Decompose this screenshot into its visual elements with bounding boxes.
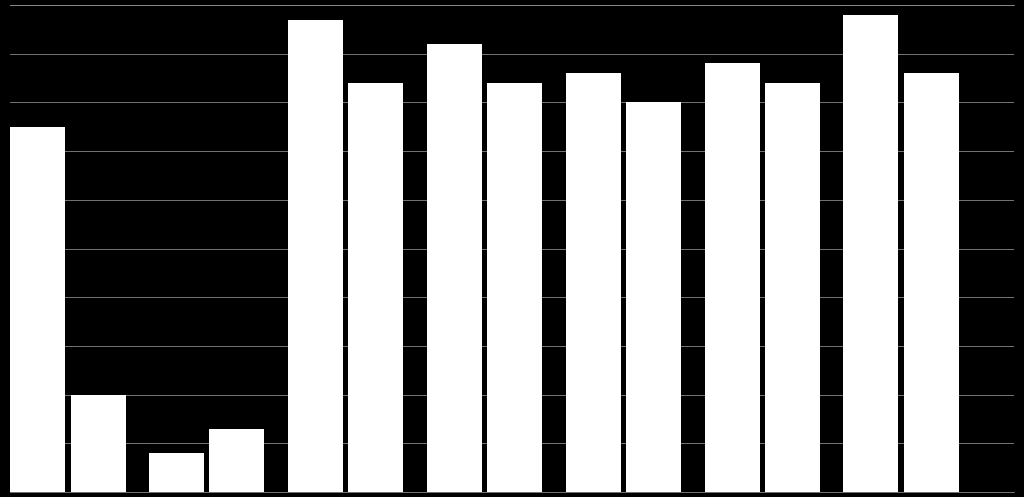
Bar <box>10 127 66 492</box>
Bar <box>348 83 403 492</box>
Bar <box>288 19 343 492</box>
Bar <box>904 73 958 492</box>
Bar <box>844 15 898 492</box>
Bar <box>209 429 264 492</box>
Bar <box>71 395 126 492</box>
Bar <box>565 73 621 492</box>
Bar <box>626 102 681 492</box>
Bar <box>487 83 542 492</box>
Bar <box>765 83 820 492</box>
Bar <box>427 44 482 492</box>
Bar <box>150 453 204 492</box>
Bar <box>705 64 760 492</box>
